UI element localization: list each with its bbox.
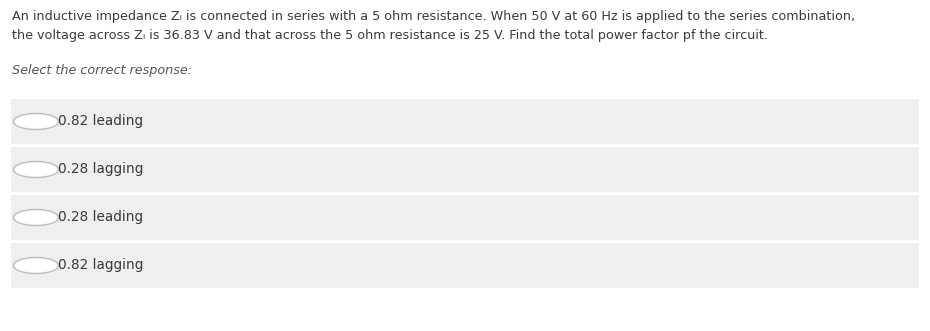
FancyBboxPatch shape <box>11 99 919 144</box>
Ellipse shape <box>14 258 59 273</box>
Ellipse shape <box>14 210 59 225</box>
Text: 0.28 lagging: 0.28 lagging <box>58 163 143 176</box>
FancyBboxPatch shape <box>11 147 919 192</box>
Text: the voltage across Zₗ is 36.83 V and that across the 5 ohm resistance is 25 V. F: the voltage across Zₗ is 36.83 V and tha… <box>12 29 768 42</box>
Ellipse shape <box>14 162 59 177</box>
Text: 0.82 lagging: 0.82 lagging <box>58 259 143 272</box>
Text: Select the correct response:: Select the correct response: <box>12 64 192 77</box>
Ellipse shape <box>14 114 59 129</box>
Text: 0.82 leading: 0.82 leading <box>58 115 143 128</box>
Text: An inductive impedance Zₗ is connected in series with a 5 ohm resistance. When 5: An inductive impedance Zₗ is connected i… <box>12 10 855 23</box>
FancyBboxPatch shape <box>11 243 919 288</box>
Text: 0.28 leading: 0.28 leading <box>58 211 143 224</box>
FancyBboxPatch shape <box>11 195 919 240</box>
